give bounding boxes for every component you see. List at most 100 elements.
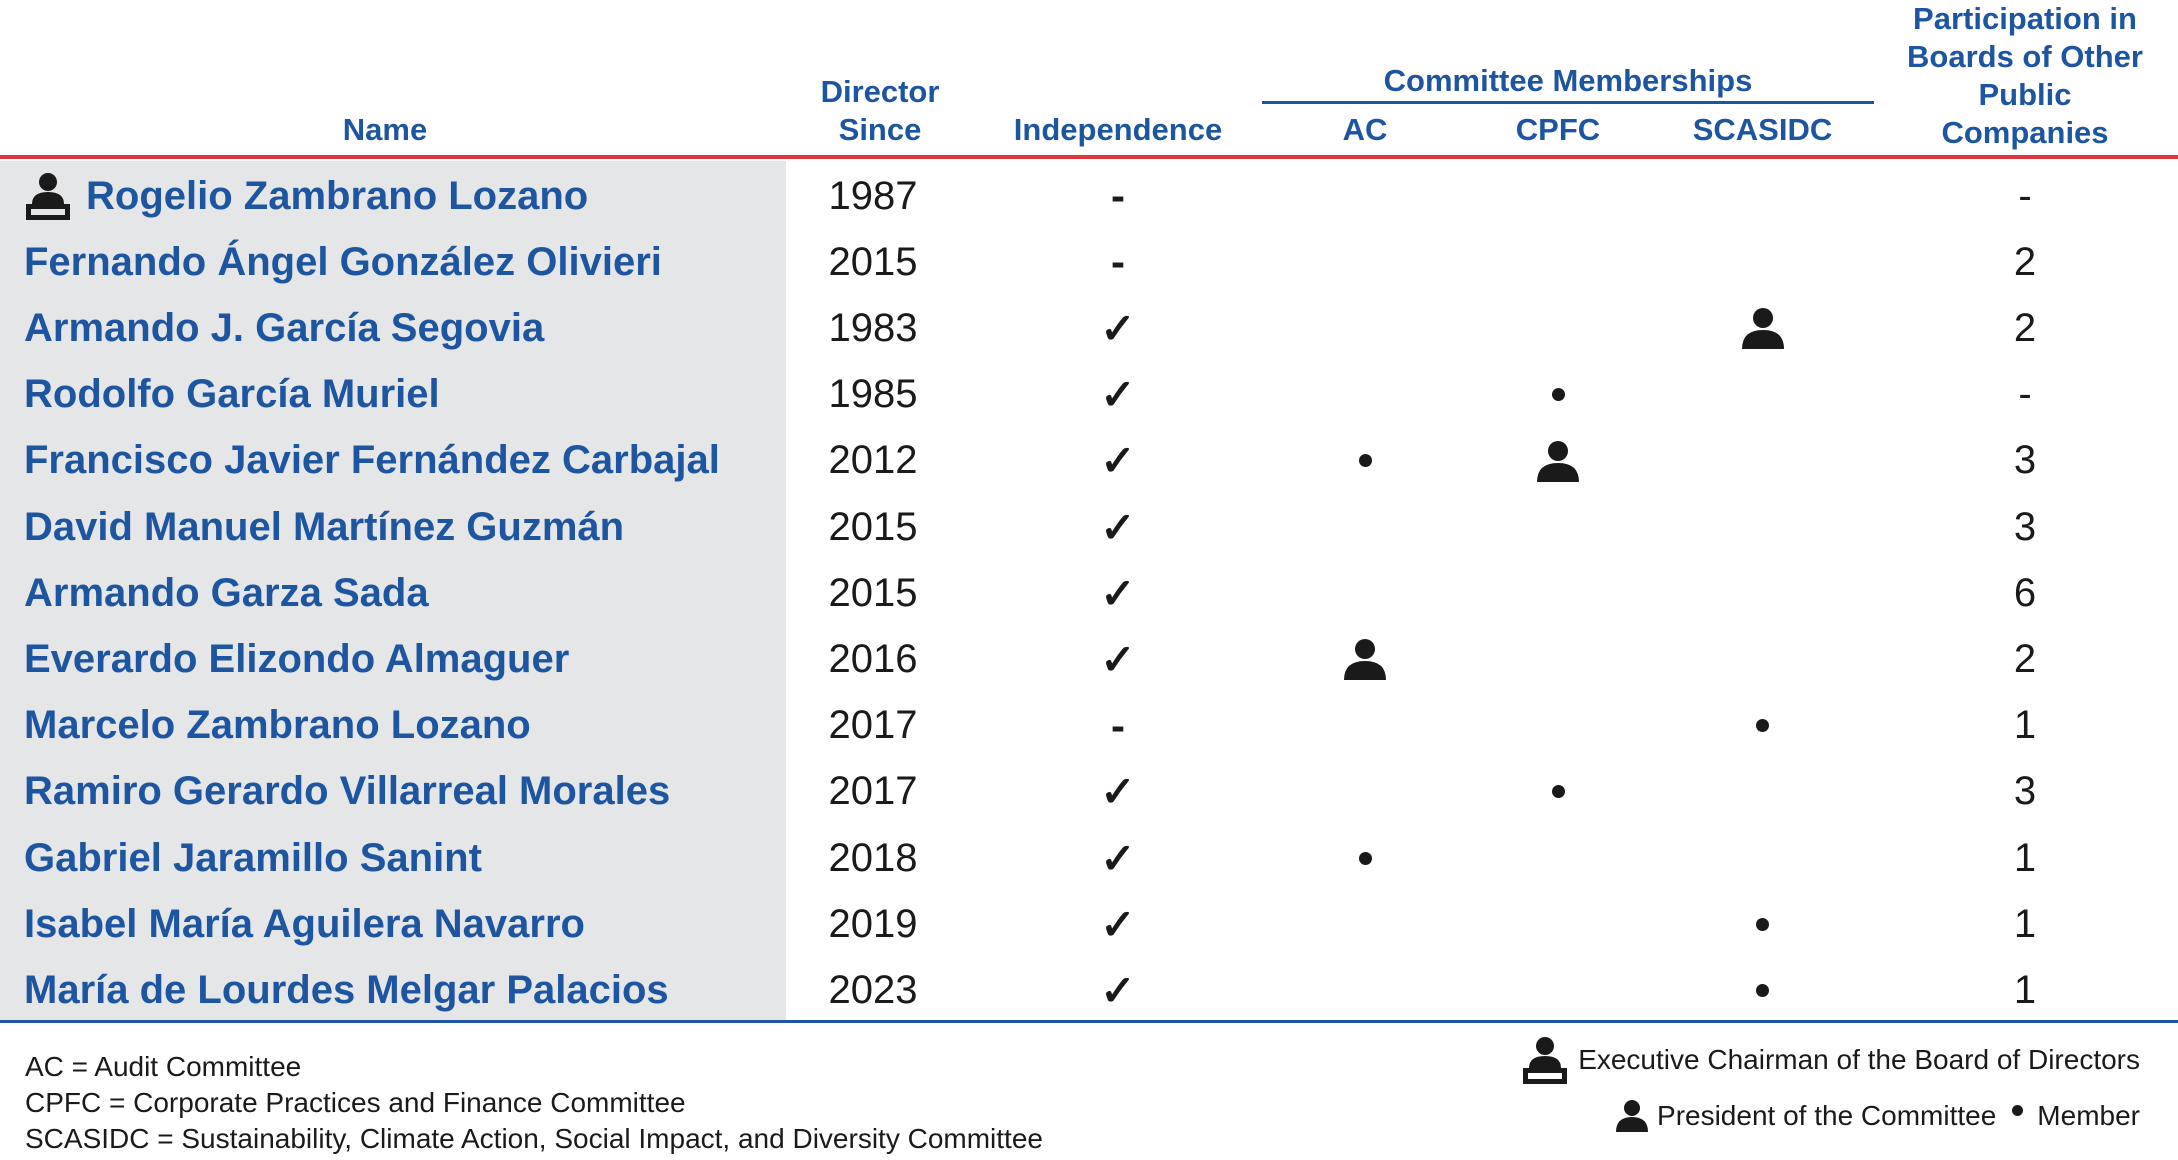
header-director-since-line-2: Since bbox=[838, 112, 922, 147]
scasidc-membership bbox=[1690, 560, 1835, 626]
cpfc-membership bbox=[1483, 957, 1633, 1023]
independence-value: ✓ bbox=[1100, 768, 1136, 816]
header-participation-line-1: Participation in bbox=[1913, 1, 2137, 36]
cpfc-membership bbox=[1483, 494, 1633, 560]
cpfc-membership bbox=[1483, 891, 1633, 957]
scasidc-membership bbox=[1690, 428, 1835, 494]
director-name: Everardo Elizondo Almaguer bbox=[24, 626, 784, 692]
scasidc-membership bbox=[1690, 362, 1835, 428]
legend-scasidc: SCASIDC = Sustainability, Climate Action… bbox=[25, 1123, 1043, 1154]
table-row: Rogelio Zambrano Lozano 1987 - - bbox=[0, 163, 2178, 229]
header-participation-line-2: Boards of Other bbox=[1907, 39, 2143, 74]
president-icon bbox=[1536, 440, 1580, 482]
scasidc-membership bbox=[1690, 494, 1835, 560]
director-name: María de Lourdes Melgar Palacios bbox=[24, 957, 784, 1023]
member-dot-icon bbox=[1551, 388, 1565, 402]
participation-value: 1 bbox=[2013, 967, 2037, 1012]
header-director-since: Director Since bbox=[780, 73, 980, 149]
table-row: David Manuel Martínez Guzmán 2015 ✓ 3 bbox=[0, 494, 2178, 560]
cpfc-membership bbox=[1483, 428, 1633, 494]
director-since-value: 2017 bbox=[828, 769, 918, 814]
ac-membership bbox=[1290, 295, 1440, 361]
director-since-value: 1987 bbox=[828, 173, 918, 218]
header-independence: Independence bbox=[1013, 112, 1223, 147]
member-dot-icon bbox=[1358, 851, 1372, 865]
member-dot-icon bbox=[1756, 983, 1769, 997]
ac-membership bbox=[1290, 825, 1440, 891]
header-name: Name bbox=[342, 112, 428, 147]
director-since-value: 2023 bbox=[828, 967, 918, 1012]
cpfc-membership bbox=[1483, 163, 1633, 229]
ac-membership bbox=[1290, 560, 1440, 626]
legend-president-label: President of the Committee bbox=[1657, 1100, 1997, 1131]
header-participation-line-3: Public bbox=[1978, 77, 2072, 112]
ac-membership bbox=[1290, 891, 1440, 957]
cpfc-membership bbox=[1483, 825, 1633, 891]
scasidc-membership bbox=[1690, 693, 1835, 759]
ac-membership bbox=[1290, 693, 1440, 759]
director-name: Gabriel Jaramillo Sanint bbox=[24, 825, 784, 891]
legend-member-label: Member bbox=[2037, 1100, 2140, 1131]
director-name: Rodolfo García Muriel bbox=[24, 362, 784, 428]
legend-chairman: Executive Chairman of the Board of Direc… bbox=[1522, 1035, 2140, 1085]
director-name: Isabel María Aguilera Navarro bbox=[24, 891, 784, 957]
director-name-text: Ramiro Gerardo Villarreal Morales bbox=[24, 769, 671, 814]
independence-value: ✓ bbox=[1100, 635, 1136, 683]
director-since-value: 2019 bbox=[828, 901, 918, 946]
independence-value: ✓ bbox=[1100, 966, 1136, 1014]
president-icon bbox=[1343, 638, 1387, 681]
legend-president-member: President of the Committee Member bbox=[1615, 1099, 2140, 1133]
chairman-icon bbox=[1522, 1035, 1568, 1085]
cpfc-membership bbox=[1483, 295, 1633, 361]
director-name-text: Francisco Javier Fernández Carbajal bbox=[24, 438, 720, 483]
independence-value: ✓ bbox=[1100, 569, 1136, 617]
cpfc-membership bbox=[1483, 362, 1633, 428]
ac-membership bbox=[1290, 494, 1440, 560]
scasidc-membership bbox=[1690, 957, 1835, 1023]
ac-membership bbox=[1290, 428, 1440, 494]
ac-membership bbox=[1290, 626, 1440, 692]
header-participation: Participation in Boards of Other Public … bbox=[1880, 0, 2170, 152]
cpfc-membership bbox=[1483, 759, 1633, 825]
table-row: Armando Garza Sada 2015 ✓ 6 bbox=[0, 560, 2178, 626]
independence-value: ✓ bbox=[1100, 834, 1136, 882]
participation-value: 1 bbox=[2013, 835, 2037, 880]
table-row: Fernando Ángel González Olivieri 2015 - 2 bbox=[0, 229, 2178, 295]
legend-ac: AC = Audit Committee bbox=[25, 1051, 302, 1082]
table-row: Ramiro Gerardo Villarreal Morales 2017 ✓ 3 bbox=[0, 759, 2178, 825]
director-since-value: 2016 bbox=[828, 636, 918, 681]
director-name-text: Isabel María Aguilera Navarro bbox=[24, 901, 585, 946]
ac-membership bbox=[1290, 759, 1440, 825]
director-name: Francisco Javier Fernández Carbajal bbox=[24, 428, 784, 494]
participation-value: 6 bbox=[2013, 570, 2037, 615]
legend-cpfc: CPFC = Corporate Practices and Finance C… bbox=[25, 1087, 686, 1118]
header-director-since-line-1: Director bbox=[820, 74, 940, 109]
director-since-value: 1985 bbox=[828, 372, 918, 417]
director-name: Ramiro Gerardo Villarreal Morales bbox=[24, 759, 784, 825]
legend-chairman-label: Executive Chairman of the Board of Direc… bbox=[1578, 1044, 2140, 1075]
director-name-text: Marcelo Zambrano Lozano bbox=[24, 703, 531, 748]
participation-value: 3 bbox=[2013, 504, 2037, 549]
president-icon bbox=[1741, 307, 1785, 350]
director-name-text: María de Lourdes Melgar Palacios bbox=[24, 967, 669, 1012]
member-dot-icon bbox=[1358, 454, 1372, 468]
director-since-value: 2015 bbox=[828, 504, 918, 549]
ac-membership bbox=[1290, 163, 1440, 229]
director-name-text: Fernando Ángel González Olivieri bbox=[24, 239, 662, 284]
independence-value: - bbox=[1111, 238, 1125, 286]
ac-membership bbox=[1290, 362, 1440, 428]
cpfc-membership bbox=[1483, 693, 1633, 759]
participation-value: 1 bbox=[2013, 703, 2037, 748]
participation-value: 3 bbox=[2013, 769, 2037, 814]
scasidc-membership bbox=[1690, 229, 1835, 295]
member-dot-icon bbox=[1756, 917, 1769, 931]
independence-value: ✓ bbox=[1100, 437, 1136, 485]
ac-membership bbox=[1290, 229, 1440, 295]
independence-value: ✓ bbox=[1100, 900, 1136, 948]
member-dot-icon bbox=[2012, 1104, 2024, 1116]
independence-value: ✓ bbox=[1100, 304, 1136, 352]
scasidc-membership bbox=[1690, 295, 1835, 361]
header-cpfc: CPFC bbox=[1515, 112, 1601, 147]
chairman-icon bbox=[24, 171, 72, 221]
president-icon bbox=[1615, 1099, 1649, 1133]
